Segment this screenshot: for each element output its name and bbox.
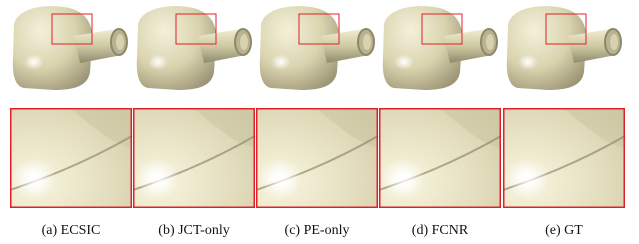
- figure: (a) ECSIC (b) JCT-only (c) PE-only (d) F…: [0, 0, 639, 244]
- zoom-crop: [379, 108, 501, 208]
- zoom-crop: [133, 108, 255, 208]
- render: [13, 6, 127, 90]
- caption: (a) ECSIC: [42, 223, 101, 238]
- render: [383, 6, 497, 90]
- panel-a: (a) ECSIC: [10, 6, 132, 238]
- render: [260, 6, 374, 90]
- panel-d: (d) FCNR: [379, 6, 501, 238]
- caption: (d) FCNR: [412, 223, 469, 238]
- caption: (b) JCT-only: [158, 223, 229, 238]
- panel-e: (e) GT: [503, 6, 625, 238]
- zoom-crop: [10, 108, 132, 208]
- render: [507, 6, 621, 90]
- caption: (e) GT: [545, 223, 583, 238]
- render: [137, 6, 251, 90]
- caption: (c) PE-only: [285, 223, 350, 238]
- panel-c: (c) PE-only: [256, 6, 378, 238]
- zoom-crop: [256, 108, 378, 208]
- zoom-crop: [503, 108, 625, 208]
- panel-b: (b) JCT-only: [133, 6, 255, 238]
